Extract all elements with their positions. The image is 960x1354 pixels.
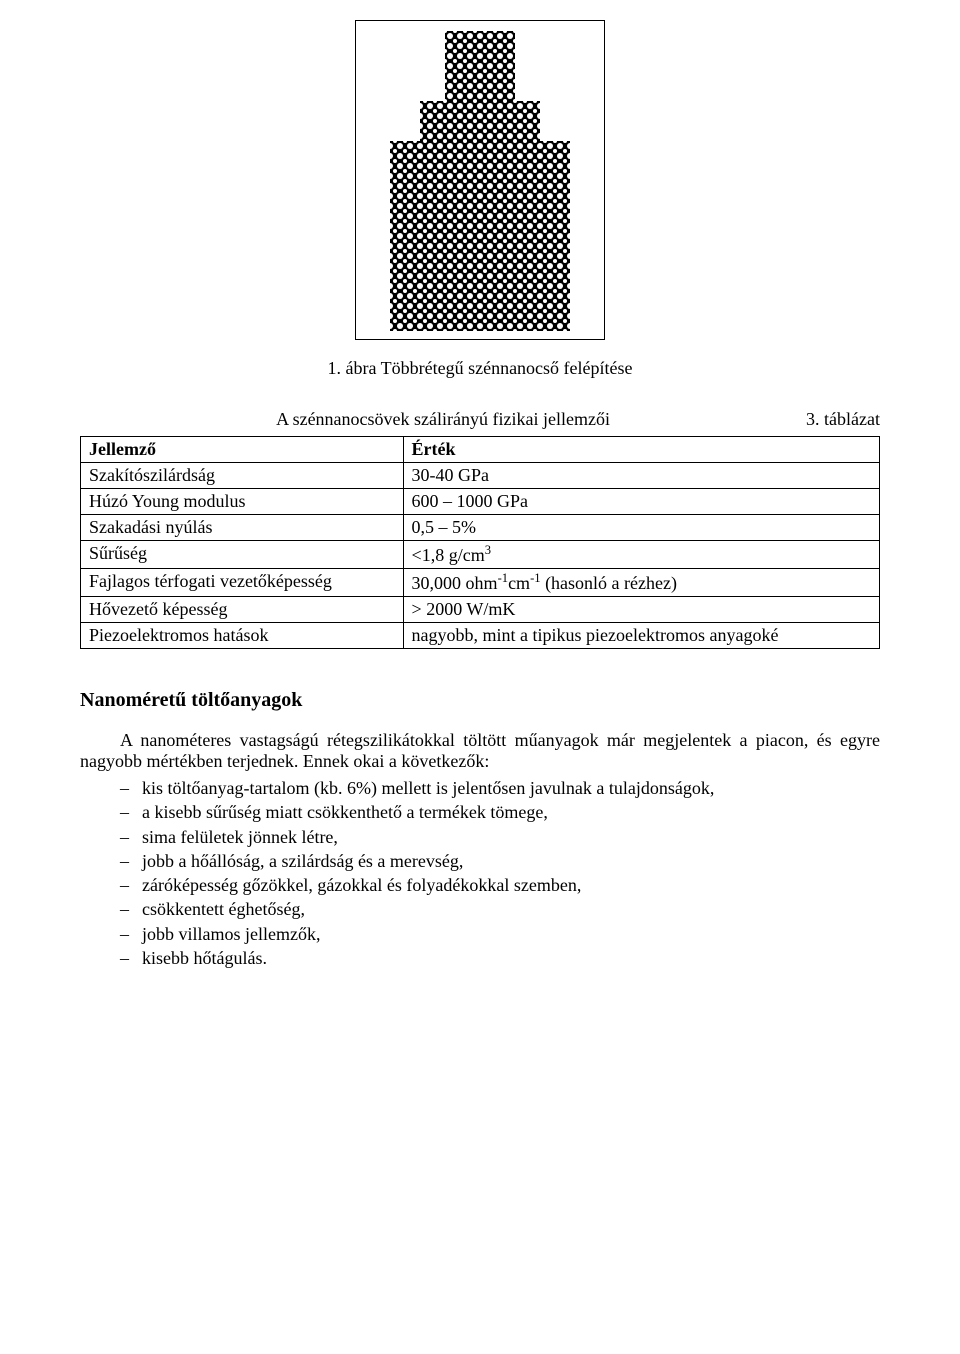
- figure-container: [355, 20, 605, 340]
- table-cell: Szakadási nyúlás: [81, 515, 404, 541]
- section-heading: Nanoméretű töltőanyagok: [80, 689, 880, 712]
- table-cell: 30,000 ohm-1cm-1 (hasonló a rézhez): [403, 569, 879, 597]
- table-header-cell: Jellemző: [81, 437, 404, 463]
- table-cell: Hővezető képesség: [81, 597, 404, 623]
- table-cell: 0,5 – 5%: [403, 515, 879, 541]
- table-cell: nagyobb, mint a tipikus piezoelektromos …: [403, 623, 879, 649]
- properties-table: Jellemző Érték Szakítószilárdság30-40 GP…: [80, 436, 880, 649]
- table-header-row: Jellemző Érték: [81, 437, 880, 463]
- table-cell: Szakítószilárdság: [81, 463, 404, 489]
- table-cell: Sűrűség: [81, 541, 404, 569]
- table-cell: Húzó Young modulus: [81, 489, 404, 515]
- list-item: jobb villamos jellemzők,: [120, 922, 880, 946]
- table-cell: <1,8 g/cm3: [403, 541, 879, 569]
- table-cell: > 2000 W/mK: [403, 597, 879, 623]
- table-caption-row: A szénnanocsövek szálirányú fizikai jell…: [80, 409, 880, 430]
- table-cell: 600 – 1000 GPa: [403, 489, 879, 515]
- table-header-cell: Érték: [403, 437, 879, 463]
- list-item: kisebb hőtágulás.: [120, 946, 880, 970]
- figure-caption: 1. ábra Többrétegű szénnanocső felépítés…: [80, 358, 880, 379]
- table-row: Hővezető képesség> 2000 W/mK: [81, 597, 880, 623]
- table-row: Szakadási nyúlás0,5 – 5%: [81, 515, 880, 541]
- list-item: sima felületek jönnek létre,: [120, 825, 880, 849]
- table-subtitle: A szénnanocsövek szálirányú fizikai jell…: [80, 409, 806, 430]
- list-item: csökkentett éghetőség,: [120, 897, 880, 921]
- list-item: záróképesség gőzökkel, gázokkal és folya…: [120, 873, 880, 897]
- list-item: kis töltőanyag-tartalom (kb. 6%) mellett…: [120, 776, 880, 800]
- table-row: Fajlagos térfogati vezetőképesség30,000 …: [81, 569, 880, 597]
- table-number: 3. táblázat: [806, 409, 880, 430]
- list-item: jobb a hőállóság, a szilárdság és a mere…: [120, 849, 880, 873]
- table-row: Sűrűség<1,8 g/cm3: [81, 541, 880, 569]
- table-row: Húzó Young modulus600 – 1000 GPa: [81, 489, 880, 515]
- table-row: Szakítószilárdság30-40 GPa: [81, 463, 880, 489]
- table-cell: 30-40 GPa: [403, 463, 879, 489]
- intro-paragraph: A nanométeres vastagságú rétegszilikátok…: [80, 730, 880, 772]
- table-cell: Fajlagos térfogati vezetőképesség: [81, 569, 404, 597]
- table-row: Piezoelektromos hatásoknagyobb, mint a t…: [81, 623, 880, 649]
- list-item: a kisebb sűrűség miatt csökkenthető a te…: [120, 800, 880, 824]
- table-cell: Piezoelektromos hatások: [81, 623, 404, 649]
- nanotube-illustration: [365, 31, 595, 331]
- bullet-list: kis töltőanyag-tartalom (kb. 6%) mellett…: [80, 776, 880, 970]
